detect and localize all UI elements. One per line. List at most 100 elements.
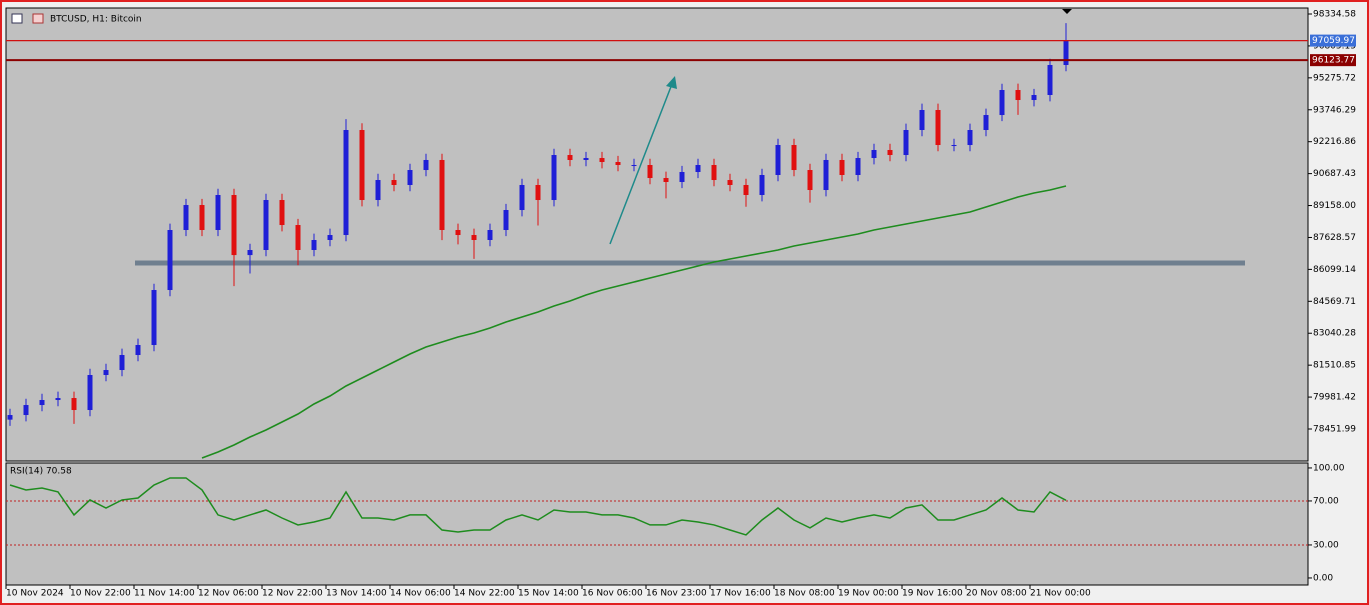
candle-body — [759, 175, 765, 195]
candle-body — [263, 200, 269, 250]
candle-body — [487, 230, 493, 240]
candle-body — [615, 161, 621, 166]
candle-body — [887, 149, 893, 156]
candle-body — [359, 130, 365, 201]
candle-body — [87, 375, 93, 411]
candle-body — [343, 130, 349, 236]
candle-body — [743, 185, 749, 195]
candle-body — [503, 210, 509, 231]
candle-body — [423, 159, 429, 171]
candle-body — [663, 178, 669, 182]
candle-body — [775, 145, 781, 176]
candle-body — [551, 155, 557, 201]
y-tick-label: 100.00 — [1313, 463, 1345, 473]
moving-average — [201, 185, 1067, 459]
candle-body — [7, 415, 13, 420]
symbol-title: BTCUSD, H1: Bitcoin — [50, 15, 142, 25]
price-label-box — [1310, 54, 1356, 67]
x-tick-label: 12 Nov 06:00 — [198, 589, 259, 599]
candle-body — [583, 158, 589, 160]
candle-body — [711, 165, 717, 181]
price-panel — [5, 7, 1309, 462]
candle-body — [311, 239, 317, 250]
candle-body — [135, 345, 141, 356]
x-tick-label: 20 Nov 08:00 — [966, 589, 1027, 599]
candle-body — [1047, 65, 1053, 95]
candle-body — [951, 145, 957, 147]
x-tick-label: 17 Nov 16:00 — [710, 589, 771, 599]
candle-body — [599, 158, 605, 162]
candle-body — [55, 398, 61, 401]
x-tick-label: 11 Nov 14:00 — [134, 589, 195, 599]
icon — [32, 13, 44, 24]
candle-body — [103, 370, 109, 376]
y-tick-label: 93746.29 — [1313, 105, 1356, 115]
candle-body — [439, 159, 445, 231]
candle-body — [39, 400, 45, 406]
x-tick-label: 19 Nov 16:00 — [902, 589, 963, 599]
candle-body — [167, 230, 173, 291]
candle-body — [871, 149, 877, 159]
candle-body — [535, 185, 541, 201]
x-tick-label: 13 Nov 14:00 — [326, 589, 387, 599]
candle-body — [727, 180, 733, 186]
candle-body — [295, 225, 301, 250]
arrow-head — [666, 76, 677, 89]
candle-body — [151, 290, 157, 346]
x-tick-label: 21 Nov 00:00 — [1030, 589, 1091, 599]
y-tick-label: 83040.28 — [1313, 329, 1356, 339]
candle-body — [183, 205, 189, 231]
candle-body — [519, 185, 525, 211]
x-tick-label: 15 Nov 14:00 — [518, 589, 579, 599]
y-tick-label: 92216.86 — [1313, 137, 1356, 147]
candle-body — [391, 180, 397, 186]
candle-body — [935, 110, 941, 146]
y-tick-label: 0.00 — [1313, 573, 1333, 583]
candle-body — [903, 130, 909, 156]
y-tick-label: 78451.99 — [1313, 425, 1356, 435]
candle-body — [791, 145, 797, 171]
x-tick-label: 19 Nov 00:00 — [838, 589, 899, 599]
candle-body — [1031, 94, 1037, 101]
candle-body — [983, 115, 989, 131]
y-tick-label: 86099.14 — [1313, 265, 1356, 275]
y-tick-label: 81510.85 — [1313, 361, 1356, 371]
x-tick-label: 14 Nov 06:00 — [390, 589, 451, 599]
candle-body — [279, 200, 285, 226]
candle-body — [967, 130, 973, 146]
y-tick-label: 70.00 — [1313, 496, 1339, 506]
candle-body — [471, 235, 477, 240]
candle-body — [855, 158, 861, 176]
rsi-line — [9, 477, 1067, 536]
marker — [1062, 9, 1072, 14]
trend-arrow — [609, 83, 673, 245]
candle-body — [407, 170, 413, 186]
x-tick-label: 10 Nov 22:00 — [70, 589, 131, 599]
candle-body — [215, 194, 221, 231]
y-tick-label: 95275.72 — [1313, 73, 1356, 83]
candle-body — [1015, 90, 1021, 101]
icon — [11, 13, 23, 24]
candle-body — [919, 110, 925, 131]
candle-body — [199, 205, 205, 231]
candle-body — [119, 355, 125, 371]
candle-body — [567, 155, 573, 160]
y-tick-label: 98334.58 — [1313, 9, 1356, 19]
candle-body — [375, 180, 381, 201]
price-label: 96123.77 — [1312, 56, 1355, 66]
y-tick-label: 89158.00 — [1313, 201, 1356, 211]
x-tick-label: 16 Nov 06:00 — [582, 589, 643, 599]
candle-body — [631, 165, 637, 167]
y-tick-label: 87628.57 — [1313, 233, 1356, 243]
candle-body — [695, 165, 701, 172]
rsi-title: RSI(14) 70.58 — [10, 467, 72, 477]
candle-body — [679, 171, 685, 182]
x-tick-label: 18 Nov 08:00 — [774, 589, 835, 599]
x-tick-label: 12 Nov 22:00 — [262, 589, 323, 599]
y-tick-label: 84569.71 — [1313, 297, 1356, 307]
x-tick-label: 16 Nov 23:00 — [646, 589, 707, 599]
y-tick-label: 79981.42 — [1313, 393, 1356, 403]
price-label-box — [1310, 34, 1356, 47]
